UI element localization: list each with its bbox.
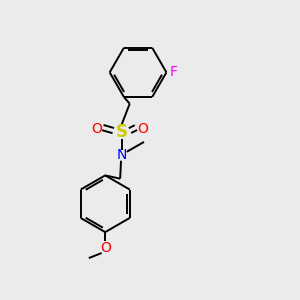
Text: N: N	[116, 148, 127, 162]
Text: F: F	[170, 65, 178, 80]
Text: O: O	[100, 241, 111, 255]
Text: S: S	[116, 123, 128, 141]
Text: O: O	[137, 122, 148, 136]
Text: O: O	[91, 122, 102, 136]
